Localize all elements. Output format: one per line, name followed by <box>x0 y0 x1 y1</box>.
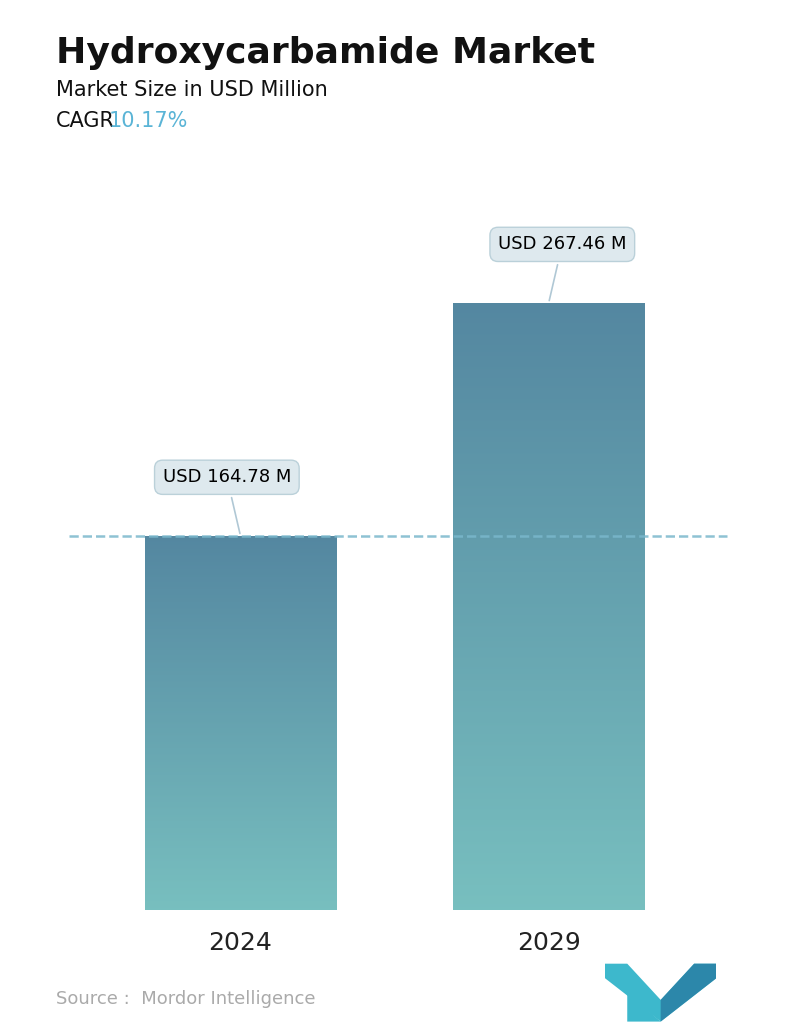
Text: Source :  Mordor Intelligence: Source : Mordor Intelligence <box>56 991 315 1008</box>
Polygon shape <box>605 964 716 1022</box>
Text: Market Size in USD Million: Market Size in USD Million <box>56 80 327 99</box>
Text: 10.17%: 10.17% <box>108 111 188 130</box>
Text: USD 164.78 M: USD 164.78 M <box>162 468 291 534</box>
Text: USD 267.46 M: USD 267.46 M <box>498 236 626 301</box>
Polygon shape <box>661 964 716 1022</box>
Polygon shape <box>605 978 661 1022</box>
Text: Hydroxycarbamide Market: Hydroxycarbamide Market <box>56 36 595 70</box>
Text: CAGR: CAGR <box>56 111 115 130</box>
